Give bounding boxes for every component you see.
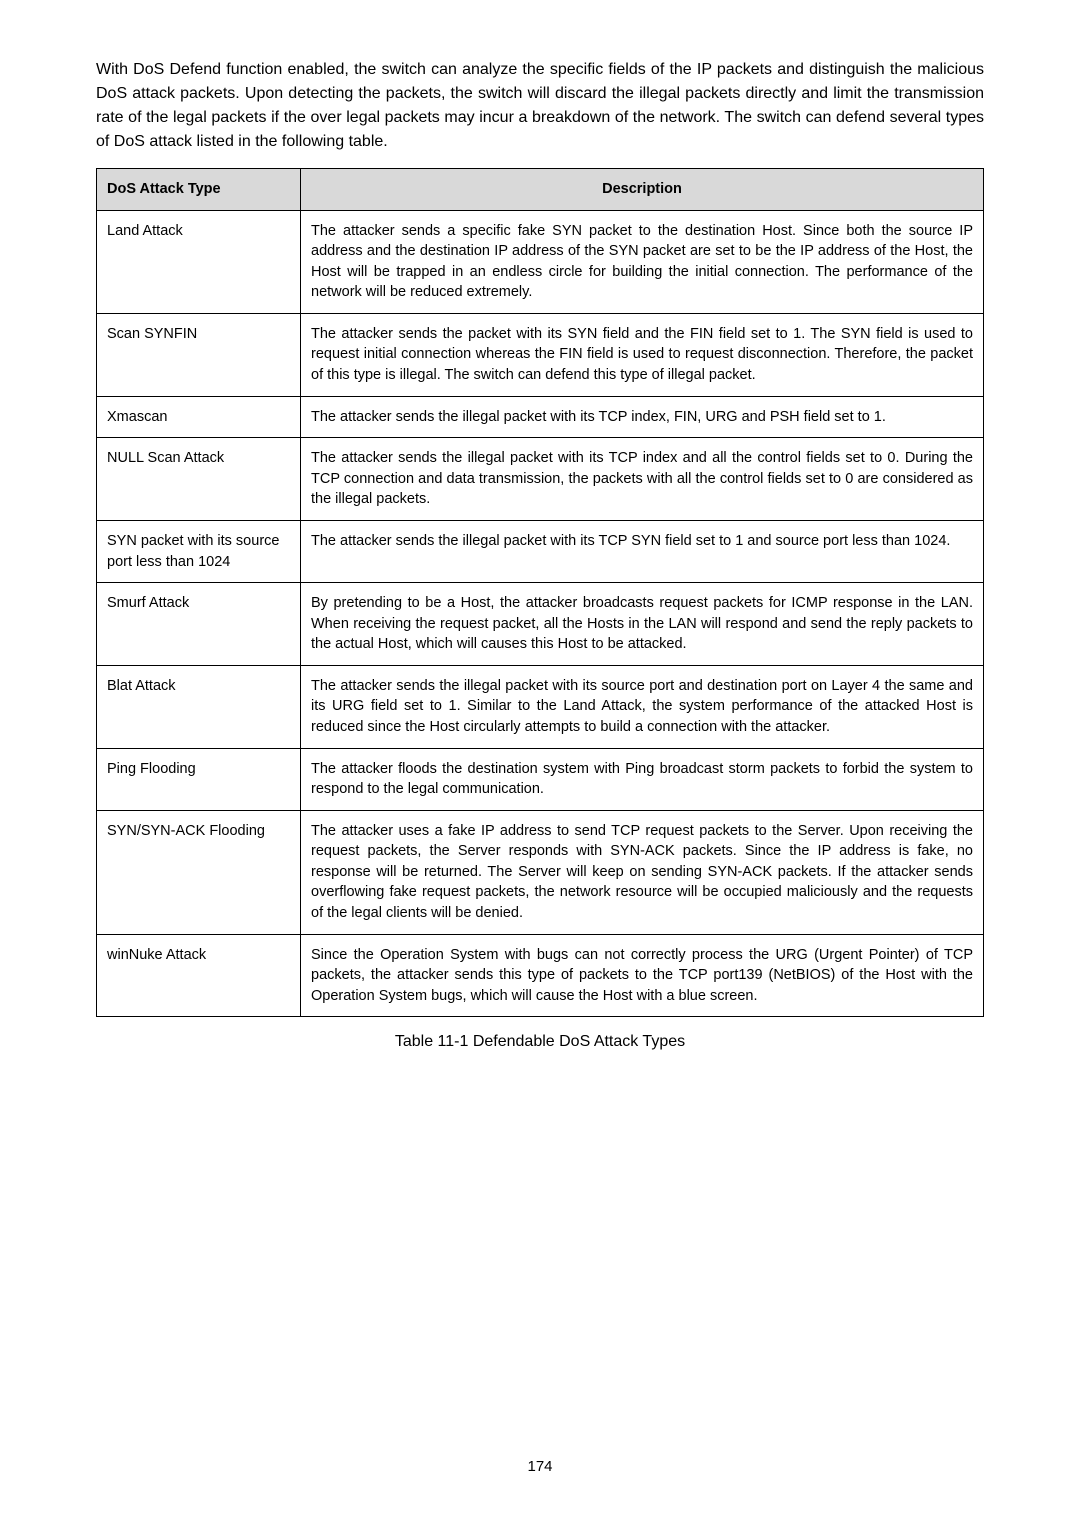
table-row: Blat Attack The attacker sends the illeg… — [97, 665, 984, 748]
cell-desc: The attacker sends the illegal packet wi… — [301, 520, 984, 582]
cell-type: Scan SYNFIN — [97, 313, 301, 396]
cell-type: winNuke Attack — [97, 934, 301, 1017]
cell-desc: The attacker sends the illegal packet wi… — [301, 665, 984, 748]
table-row: NULL Scan Attack The attacker sends the … — [97, 438, 984, 521]
header-desc: Description — [301, 169, 984, 211]
cell-desc: The attacker sends a specific fake SYN p… — [301, 210, 984, 313]
table-caption: Table 11-1 Defendable DoS Attack Types — [96, 1033, 984, 1051]
table-row: SYN/SYN-ACK Flooding The attacker uses a… — [97, 810, 984, 934]
cell-type: Xmascan — [97, 396, 301, 438]
cell-type: Blat Attack — [97, 665, 301, 748]
intro-paragraph: With DoS Defend function enabled, the sw… — [96, 58, 984, 154]
cell-desc: Since the Operation System with bugs can… — [301, 934, 984, 1017]
table-row: winNuke Attack Since the Operation Syste… — [97, 934, 984, 1017]
cell-desc: The attacker sends the illegal packet wi… — [301, 396, 984, 438]
table-row: Ping Flooding The attacker floods the de… — [97, 748, 984, 810]
cell-type: Smurf Attack — [97, 583, 301, 666]
cell-desc: The attacker sends the packet with its S… — [301, 313, 984, 396]
cell-desc: The attacker floods the destination syst… — [301, 748, 984, 810]
table-row: Xmascan The attacker sends the illegal p… — [97, 396, 984, 438]
cell-desc: By pretending to be a Host, the attacker… — [301, 583, 984, 666]
cell-type: SYN/SYN-ACK Flooding — [97, 810, 301, 934]
page-number: 174 — [0, 1458, 1080, 1475]
header-type: DoS Attack Type — [97, 169, 301, 211]
table-row: SYN packet with its source port less tha… — [97, 520, 984, 582]
cell-type: Ping Flooding — [97, 748, 301, 810]
cell-desc: The attacker uses a fake IP address to s… — [301, 810, 984, 934]
cell-type: SYN packet with its source port less tha… — [97, 520, 301, 582]
cell-type: Land Attack — [97, 210, 301, 313]
table-row: Land Attack The attacker sends a specifi… — [97, 210, 984, 313]
cell-type: NULL Scan Attack — [97, 438, 301, 521]
table-row: Scan SYNFIN The attacker sends the packe… — [97, 313, 984, 396]
cell-desc: The attacker sends the illegal packet wi… — [301, 438, 984, 521]
dos-attack-table: DoS Attack Type Description Land Attack … — [96, 168, 984, 1017]
table-row: Smurf Attack By pretending to be a Host,… — [97, 583, 984, 666]
